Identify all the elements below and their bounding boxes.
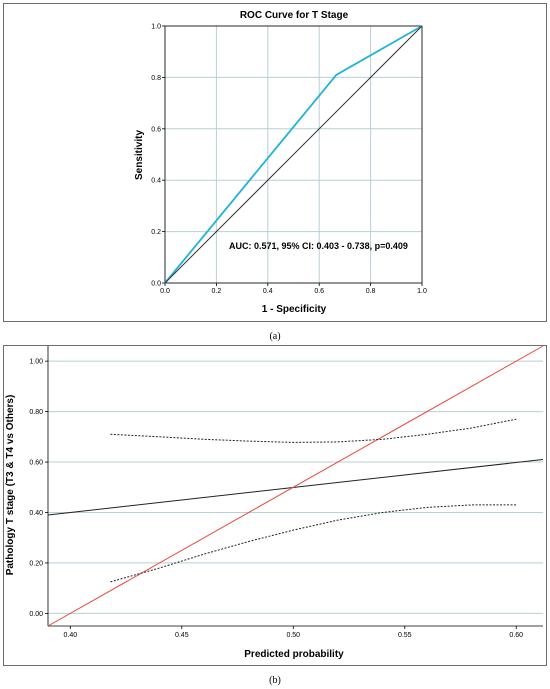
panel-a-y-tick-label: 0.4 [151,178,161,185]
panel-a-x-axis-label: 1 - Specificity [262,304,327,315]
panel-b-x-tick-label: 0.55 [398,632,412,639]
panel-b-series [47,345,544,627]
panel-a-series [164,25,423,284]
panel-a-x-tick-label: 0.4 [263,288,273,295]
panel-a-auc-annotation: AUC: 0.571, 95% CI: 0.403 - 0.738, p=0.4… [229,241,408,251]
panel-b-y-tick-label: 0.20 [29,560,43,567]
panel-a-reference-line [164,25,423,284]
panel-b-frame [3,345,547,666]
panel-a-plot-border [164,25,423,284]
panel-b-fit-line [47,459,544,516]
panel-a-y-tick-label: 0.8 [151,75,161,82]
panel-a-roc-curve [164,25,423,284]
panel-a-y-axis-label: Sensitivity [134,130,145,180]
panel-a-y-tick-label: 0.0 [151,281,161,288]
panel-b-ideal-line [47,345,544,627]
panel-b-x-axis-label: Predicted probability [244,649,344,660]
panel-a-axes [162,25,423,286]
panel-a-y-tick-label: 0.2 [151,229,161,236]
panel-b-grid [48,360,543,614]
panel-b-y-tick-label: 0.40 [29,510,43,517]
panel-b-axes [45,346,543,629]
panel-b-y-tick-label: 1.00 [29,359,43,366]
panel-a-tick-labels: 0.0 0.2 0.4 0.6 0.8 1.0 0.0 0.2 0.4 0.6 0.8 1.0 [151,24,427,296]
panel-a-frame [3,3,547,322]
panel-b-y-axis-label: Pathology T stage (T3 & T4 vs Others) [5,395,16,576]
panel-b-lower-ci [110,504,517,583]
panel-b-tick-labels: 0.00 0.20 0.40 0.60 0.80 1.00 0.40 0.45 0.50 0.55… [29,359,523,639]
panel-a-caption: (a) [269,331,280,342]
panel-a-y-tick-label: 0.6 [151,126,161,133]
panel-b-x-tick-label: 0.45 [175,632,189,639]
panel-a-y-tick-label: 1.0 [151,24,161,31]
panel-b-x-tick-label: 0.50 [286,632,300,639]
panel-a-title: ROC Curve for T Stage [240,10,349,21]
panel-b-y-tick-label: 0.80 [29,409,43,416]
panel-a-x-tick-label: 0.6 [314,288,324,295]
panel-b-y-tick-label: 0.00 [29,611,43,618]
panel-b-x-tick-label: 0.60 [509,632,523,639]
panel-b-y-tick-label: 0.60 [29,460,43,467]
panel-a-x-tick-label: 0.0 [160,288,170,295]
panel-b-upper-ci [110,418,517,443]
panel-b-x-tick-label: 0.40 [63,632,77,639]
panel-a-x-tick-label: 1.0 [417,288,427,295]
panel-b-caption: (b) [269,675,281,686]
panel-a-x-tick-label: 0.8 [366,288,376,295]
panel-a-x-tick-label: 0.2 [212,288,222,295]
